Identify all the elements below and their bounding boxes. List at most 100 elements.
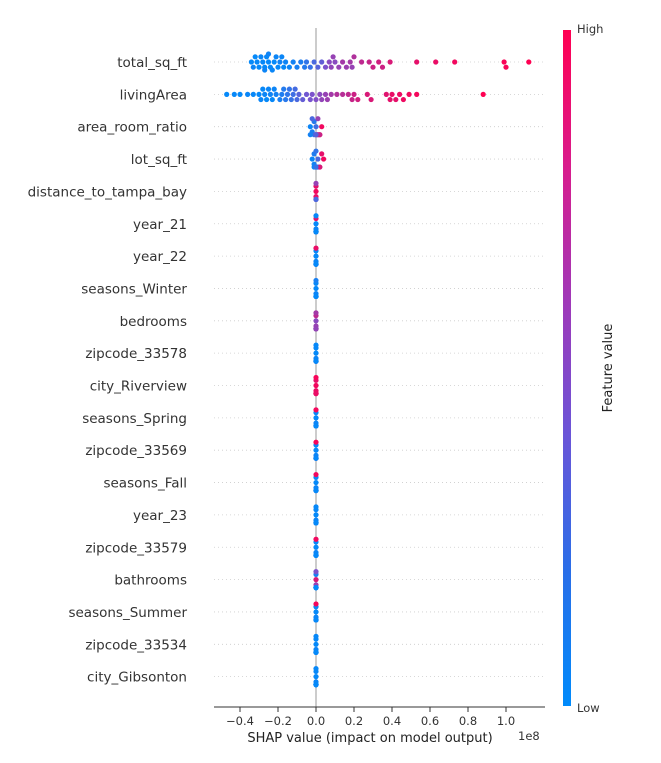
shap-point (328, 64, 334, 70)
feature-label: year_22 (133, 249, 187, 265)
feature-label: zipcode_33579 (85, 540, 187, 556)
shap-point (317, 164, 323, 170)
shap-point (414, 91, 420, 97)
shap-point (300, 96, 306, 103)
colorbar-gradient (563, 30, 571, 706)
shap-point (313, 277, 319, 284)
shap-point (252, 54, 258, 60)
shap-point (271, 59, 277, 65)
shap-point (313, 374, 319, 381)
shap-point (313, 577, 319, 583)
shap-point (286, 64, 292, 70)
shap-point (319, 151, 325, 157)
shap-point (309, 91, 315, 97)
shap-point (343, 64, 349, 70)
shap-point (313, 253, 319, 259)
shap-point (269, 67, 275, 73)
shap-point (313, 544, 319, 550)
shap-point (303, 91, 310, 97)
feature-label: livingArea (120, 87, 187, 103)
shap-point (313, 326, 319, 332)
shap-point (313, 520, 319, 526)
feature-label: lot_sq_ft (131, 152, 187, 168)
shap-point (258, 96, 264, 103)
shap-point (313, 318, 319, 324)
shap-point (313, 609, 319, 615)
shap-point (271, 86, 277, 92)
shap-point (347, 59, 353, 65)
shap-point (368, 96, 374, 103)
shap-point (326, 59, 332, 65)
shap-point (296, 91, 302, 97)
shap-point (273, 54, 279, 60)
x-axis-multiplier: 1e8 (518, 729, 540, 743)
shap-point (321, 156, 327, 162)
feature-label: bathrooms (114, 573, 187, 589)
shap-point (307, 96, 313, 103)
shap-point (298, 59, 304, 65)
shap-point (322, 64, 329, 70)
shap-point (265, 51, 272, 57)
shap-point (313, 666, 319, 672)
shap-point (294, 96, 300, 103)
shap-point (433, 59, 439, 65)
shap-point (283, 59, 289, 65)
colorbar-high-label: High (577, 22, 603, 36)
feature-label: total_sq_ft (117, 55, 187, 71)
shap-point (319, 96, 325, 103)
shap-point (389, 91, 395, 97)
shap-point (336, 64, 342, 70)
feature-label: area_room_ratio (77, 120, 187, 136)
shap-point (334, 91, 340, 97)
shap-point (307, 132, 313, 138)
shap-point (256, 91, 262, 97)
feature-label: city_Riverview (90, 379, 187, 395)
shap-point (313, 390, 319, 397)
shap-point (290, 91, 296, 97)
shap-point (349, 96, 355, 103)
shap-point (313, 479, 319, 486)
shap-point (313, 552, 319, 558)
shap-point (313, 285, 319, 292)
feature-labels: total_sq_ft livingArea area_room_ratio lot_… (28, 55, 188, 686)
shap-point (260, 59, 266, 65)
shap-point (309, 156, 315, 162)
shap-point (250, 64, 256, 70)
feature-label: seasons_Spring (82, 411, 187, 427)
row-gridlines (214, 61, 545, 678)
shap-point (224, 91, 230, 97)
shap-point (313, 124, 319, 130)
x-axis-title: SHAP value (impact on model output) (247, 731, 492, 746)
shap-point (313, 358, 319, 364)
shap-point (313, 455, 319, 461)
shap-point (313, 245, 319, 251)
shap-point (256, 64, 262, 70)
shap-point (379, 64, 386, 70)
shap-point (313, 536, 319, 542)
shap-point (313, 188, 319, 194)
shap-point (328, 91, 334, 97)
shap-point (303, 59, 310, 65)
feature-label: year_21 (133, 217, 187, 233)
shap-point (265, 59, 272, 65)
colorbar-title: Feature value (601, 324, 616, 413)
shap-point (526, 59, 532, 65)
shap-point (277, 96, 283, 103)
x-tick-label: 0.8 (459, 714, 477, 728)
feature-label: seasons_Fall (103, 476, 187, 492)
shap-point (315, 156, 321, 162)
shap-point (313, 601, 319, 607)
shap-point (313, 682, 319, 688)
shap-point (332, 59, 338, 65)
feature-label: seasons_Winter (81, 281, 187, 297)
shap-point (286, 86, 292, 92)
shap-point (313, 350, 319, 356)
shap-point (315, 116, 321, 122)
shap-point (313, 674, 319, 680)
shap-point (231, 91, 237, 97)
shap-point (281, 64, 287, 70)
shap-point (393, 96, 399, 103)
shap-point (313, 293, 319, 300)
shap-point (480, 91, 486, 97)
